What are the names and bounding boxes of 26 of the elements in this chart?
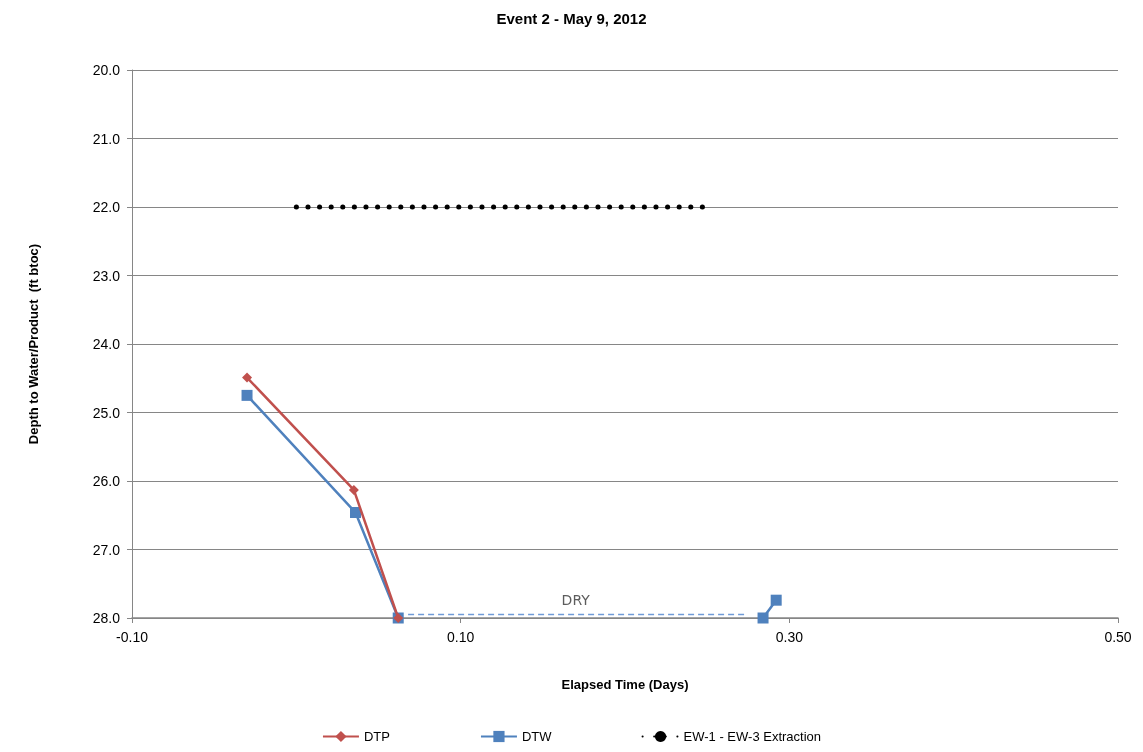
y-tick-label: 24.0 [92, 336, 121, 352]
point [348, 484, 359, 495]
point [241, 389, 253, 401]
y-tick-label: 20.0 [92, 62, 121, 78]
point [242, 372, 253, 383]
x-tick-label: 0.50 [1104, 629, 1132, 645]
x-axis-title: Elapsed Time (Days) [561, 677, 689, 692]
y-tick-label: 27.0 [92, 541, 121, 558]
y-tick-label: 26.0 [92, 473, 121, 489]
y-tick-label: 25.0 [92, 404, 121, 421]
y-axis-title: Depth to Water/Product (ft btoc) [26, 243, 41, 445]
y-tick-label: 23.0 [92, 267, 121, 284]
x-tick-label: 0.30 [775, 629, 804, 645]
y-tick-label: 28.0 [92, 610, 121, 626]
point [757, 612, 769, 624]
y-tick-label: 21.0 [92, 130, 121, 147]
legend-label: DTW [521, 729, 553, 744]
point [770, 594, 782, 606]
x-tick-label: 0.10 [447, 629, 475, 645]
chart-title: Event 2 - May 9, 2012 [496, 10, 647, 27]
legend-label: DTP [363, 729, 390, 744]
y-tick-label: 22.0 [92, 199, 121, 215]
legend-label: EW-1 - EW-3 Extraction [683, 729, 822, 744]
annotation: DRY [561, 591, 591, 608]
x-tick-label: -0.10 [116, 629, 149, 645]
point [349, 507, 361, 519]
